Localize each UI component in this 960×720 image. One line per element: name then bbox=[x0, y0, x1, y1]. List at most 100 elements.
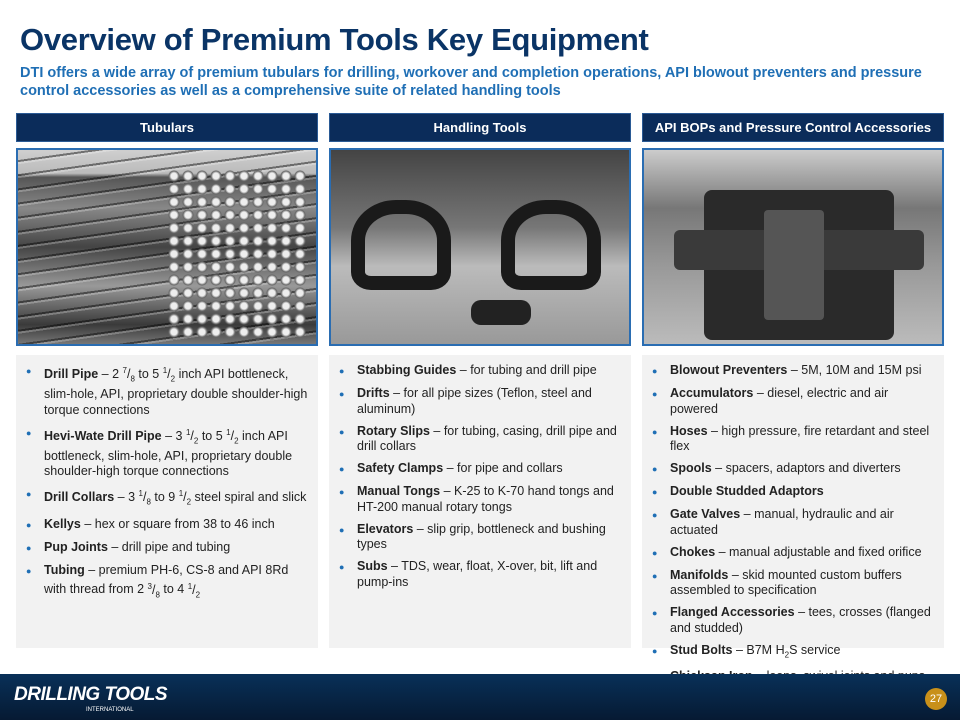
list-item: ● Blowout Preventers – 5M, 10M and 15M ps… bbox=[652, 363, 934, 380]
item-term: Elevators bbox=[357, 521, 414, 536]
item-text: Gate Valves – manual, hydraulic and air … bbox=[670, 507, 894, 537]
item-term: Drill Pipe bbox=[44, 367, 99, 382]
bullet-icon: ● bbox=[652, 547, 658, 558]
list-item: ● Hevi-Wate Drill Pipe – 3 1/2 to 5 1/2 i… bbox=[26, 425, 308, 480]
list-item: ● Pup Joints – drill pipe and tubing bbox=[26, 540, 308, 557]
item-text: Drill Pipe – 2 7/8 to 5 1/2 inch API bot… bbox=[44, 366, 308, 417]
item-text: Drifts – for all pipe sizes (Teflon, ste… bbox=[357, 386, 592, 416]
bullet-icon: ● bbox=[26, 542, 32, 553]
bullet-icon: ● bbox=[339, 464, 345, 474]
bullet-icon: ● bbox=[26, 366, 32, 376]
item-text: Manual Tongs – K-25 to K-70 hand tongs a… bbox=[357, 484, 614, 514]
item-text: Safety Clamps – for pipe and collars bbox=[357, 461, 563, 475]
column-tubulars: Tubulars ● Drill Pipe – 2 7/8 to 5 1/2 in… bbox=[16, 113, 318, 648]
page-subtitle: DTI offers a wide array of premium tubul… bbox=[20, 65, 922, 99]
bullet-icon: ● bbox=[339, 562, 345, 572]
footer-bar: DRILLING TOOLS INTERNATIONAL 27 bbox=[0, 674, 960, 720]
list-item: ● Elevators – slip grip, bottleneck and b… bbox=[339, 522, 621, 553]
bullet-icon: ● bbox=[652, 487, 658, 497]
list-item: ● Drill Pipe – 2 7/8 to 5 1/2 inch API bo… bbox=[26, 363, 308, 418]
item-term: Hoses bbox=[670, 423, 708, 438]
item-term: Manifolds bbox=[670, 567, 729, 582]
item-text: Hevi-Wate Drill Pipe – 3 1/2 to 5 1/2 in… bbox=[44, 427, 293, 479]
fraction: 1/2 bbox=[187, 581, 201, 600]
list-item: ● Manual Tongs – K-25 to K-70 hand tongs … bbox=[339, 484, 621, 515]
item-text: Tubing – premium PH-6, CS-8 and API 8Rd … bbox=[44, 562, 289, 600]
item-term: Gate Valves bbox=[670, 507, 741, 521]
item-text: Chokes – manual adjustable and fixed ori… bbox=[670, 544, 922, 559]
item-text: Spools – spacers, adaptors and diverters bbox=[670, 461, 901, 475]
item-term: Flanged Accessories bbox=[670, 605, 795, 619]
bullet-icon: ● bbox=[26, 565, 32, 576]
bullet-icon: ● bbox=[652, 510, 658, 520]
item-term: Kellys bbox=[44, 516, 81, 531]
handling-tools-list: ● Stabbing Guides – for tubing and drill … bbox=[329, 355, 631, 648]
item-text: Subs – TDS, wear, float, X-over, bit, li… bbox=[357, 559, 598, 589]
list-item: ● Kellys – hex or square from 38 to 46 in… bbox=[26, 517, 308, 534]
item-term: Blowout Preventers bbox=[670, 363, 788, 377]
column-handling-tools: Handling Tools ● Stabbing Guides – for tu… bbox=[329, 113, 631, 648]
list-item: ● Stabbing Guides – for tubing and drill … bbox=[339, 363, 621, 380]
item-term: Hevi-Wate Drill Pipe bbox=[44, 428, 162, 443]
item-term: Accumulators bbox=[670, 386, 754, 400]
fraction: 1/2 bbox=[185, 427, 199, 446]
list-item: ● Hoses – high pressure, fire retardant a… bbox=[652, 424, 934, 455]
list-item: ● Drill Collars – 3 1/8 to 9 1/2 steel sp… bbox=[26, 486, 308, 510]
item-text: Drill Collars – 3 1/8 to 9 1/2 steel spi… bbox=[44, 489, 307, 507]
column-header: API BOPs and Pressure Control Accessorie… bbox=[642, 113, 944, 142]
list-item: ● Rotary Slips – for tubing, casing, dril… bbox=[339, 424, 621, 455]
bop-accessories-list: ● Blowout Preventers – 5M, 10M and 15M ps… bbox=[642, 355, 944, 683]
list-item: ● Gate Valves – manual, hydraulic and air… bbox=[652, 507, 934, 538]
list-item: ● Drifts – for all pipe sizes (Teflon, st… bbox=[339, 386, 621, 417]
bullet-icon: ● bbox=[339, 487, 345, 497]
item-term: Manual Tongs bbox=[357, 484, 441, 498]
list-item: ● Stud Bolts – B7M H2S service bbox=[652, 643, 934, 663]
handling-tools-photo bbox=[329, 148, 631, 346]
column-api-bops: API BOPs and Pressure Control Accessorie… bbox=[642, 113, 944, 683]
fraction: 1/2 bbox=[162, 366, 176, 384]
item-term: Subs bbox=[357, 559, 388, 573]
bullet-icon: ● bbox=[652, 366, 658, 376]
item-term: Chokes bbox=[670, 544, 716, 559]
item-term: Stud Bolts bbox=[670, 642, 733, 657]
list-item: ● Manifolds – skid mounted custom buffers… bbox=[652, 568, 934, 599]
fraction: 7/8 bbox=[122, 366, 135, 384]
blowout-preventer-photo bbox=[642, 148, 944, 346]
company-logo-subtitle: INTERNATIONAL bbox=[86, 707, 134, 713]
item-term: Safety Clamps bbox=[357, 461, 444, 475]
bullet-icon: ● bbox=[652, 389, 658, 399]
list-item: ● Flanged Accessories – tees, crosses (fl… bbox=[652, 605, 934, 636]
item-term: Drifts bbox=[357, 386, 390, 400]
tubulars-list: ● Drill Pipe – 2 7/8 to 5 1/2 inch API bo… bbox=[16, 355, 318, 648]
item-text: Rotary Slips – for tubing, casing, drill… bbox=[357, 423, 617, 454]
item-text: Flanged Accessories – tees, crosses (fla… bbox=[670, 605, 931, 635]
bullet-icon: ● bbox=[26, 427, 32, 438]
list-item: ● Spools – spacers, adaptors and diverter… bbox=[652, 461, 934, 478]
item-text: Stabbing Guides – for tubing and drill p… bbox=[357, 363, 597, 377]
item-text: Elevators – slip grip, bottleneck and bu… bbox=[357, 521, 606, 552]
bullet-icon: ● bbox=[652, 426, 658, 437]
bullet-icon: ● bbox=[26, 489, 32, 500]
company-logo: DRILLING TOOLS bbox=[14, 684, 168, 705]
fraction: 1/2 bbox=[226, 427, 239, 446]
item-term: Pup Joints bbox=[44, 539, 108, 554]
list-item: ● Safety Clamps – for pipe and collars bbox=[339, 461, 621, 478]
list-item: ● Chokes – manual adjustable and fixed or… bbox=[652, 545, 934, 562]
bullet-icon: ● bbox=[652, 464, 658, 474]
item-text: Accumulators – diesel, electric and air … bbox=[670, 386, 889, 416]
list-item: ● Tubing – premium PH-6, CS-8 and API 8Rd… bbox=[26, 563, 308, 603]
bullet-icon: ● bbox=[652, 645, 658, 656]
bullet-icon: ● bbox=[339, 426, 345, 437]
page-number: 27 bbox=[925, 688, 947, 710]
list-item: ● Double Studded Adaptors bbox=[652, 484, 934, 501]
item-term: Spools bbox=[670, 461, 712, 475]
item-term: Double Studded Adaptors bbox=[670, 484, 824, 498]
list-item: ● Accumulators – diesel, electric and air… bbox=[652, 386, 934, 417]
item-text: Pup Joints – drill pipe and tubing bbox=[44, 539, 231, 554]
column-header: Tubulars bbox=[16, 113, 318, 142]
item-text: Hoses – high pressure, fire retardant an… bbox=[670, 423, 930, 454]
bullet-icon: ● bbox=[339, 366, 345, 376]
item-text: Stud Bolts – B7M H2S service bbox=[670, 642, 841, 660]
item-text: Kellys – hex or square from 38 to 46 inc… bbox=[44, 516, 275, 531]
bullet-icon: ● bbox=[26, 519, 32, 530]
